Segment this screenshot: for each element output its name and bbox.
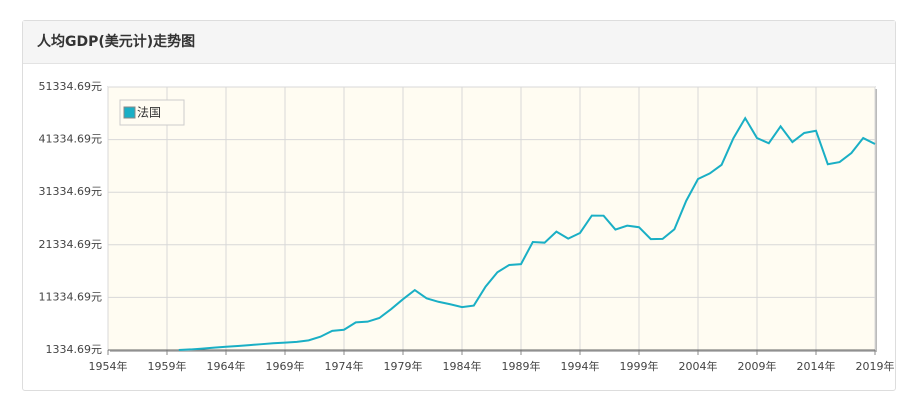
line [178, 116, 876, 351]
x-tick-label: 1974年 [325, 359, 364, 373]
x-tick-label: 1999年 [620, 359, 659, 373]
y-tick-label: 31334.69元 [39, 185, 103, 198]
x-tick-label: 1979年 [384, 359, 423, 373]
x-tick-label: 1984年 [443, 359, 482, 373]
x-tick-label: 2019年 [856, 359, 895, 373]
x-tick-label: 2014年 [797, 359, 836, 373]
x-tick-label: 1964年 [207, 359, 246, 373]
x-tick-label: 1969年 [266, 359, 305, 373]
y-tick-label: 41334.69元 [39, 133, 103, 146]
x-tick-label: 1959年 [148, 359, 187, 373]
x-tick-label: 1994年 [561, 359, 600, 373]
legend-label: 法国 [137, 106, 161, 120]
y-tick-label: 51334.69元 [39, 80, 103, 93]
x-tick-label: 1954年 [89, 359, 128, 373]
chart-title: 人均GDP(美元计)走势图 [23, 21, 895, 64]
x-tick-label: 1989年 [502, 359, 541, 373]
legend-swatch [123, 106, 136, 119]
y-tick-label: 11334.69元 [39, 290, 103, 303]
y-tick-label: 1334.69元 [46, 343, 103, 356]
x-tick-label: 2004年 [679, 359, 718, 373]
legend-box [119, 99, 185, 126]
plot-area [107, 86, 876, 351]
y-tick-label: 21334.69元 [39, 238, 103, 251]
x-tick-label: 2009年 [738, 359, 777, 373]
